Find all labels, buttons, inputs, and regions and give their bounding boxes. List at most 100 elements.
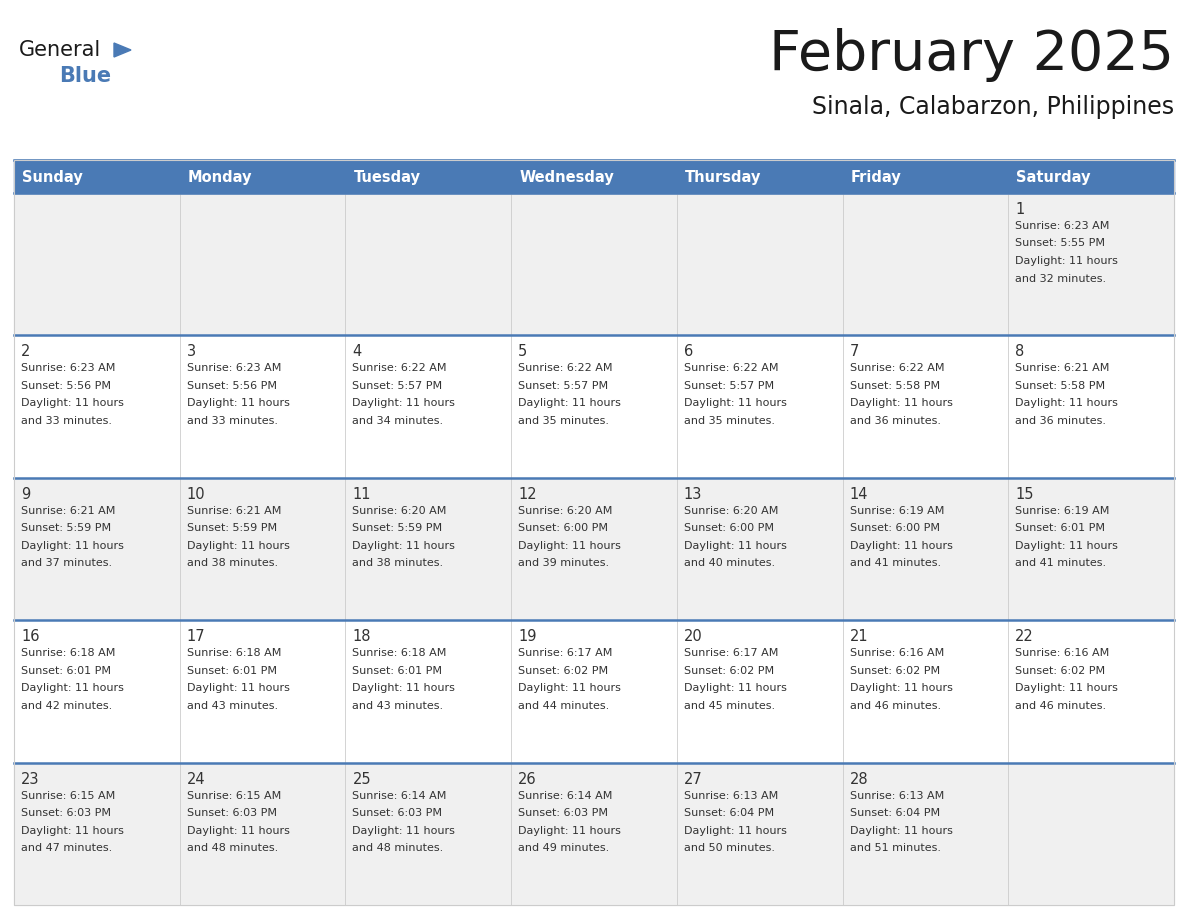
Text: and 40 minutes.: and 40 minutes. (684, 558, 775, 568)
Text: Sunrise: 6:15 AM: Sunrise: 6:15 AM (21, 790, 115, 800)
Text: and 36 minutes.: and 36 minutes. (1016, 416, 1106, 426)
Bar (842, 160, 1009, 193)
Text: Monday: Monday (188, 170, 252, 185)
Text: Sunset: 5:58 PM: Sunset: 5:58 PM (849, 381, 940, 391)
Text: Sunset: 6:01 PM: Sunset: 6:01 PM (21, 666, 110, 676)
Text: Daylight: 11 hours: Daylight: 11 hours (187, 825, 290, 835)
Text: and 46 minutes.: and 46 minutes. (849, 700, 941, 711)
Text: Sunset: 6:02 PM: Sunset: 6:02 PM (518, 666, 608, 676)
Text: 10: 10 (187, 487, 206, 502)
Text: Daylight: 11 hours: Daylight: 11 hours (1016, 683, 1118, 693)
Text: Sunset: 6:01 PM: Sunset: 6:01 PM (353, 666, 442, 676)
Text: Sunset: 6:02 PM: Sunset: 6:02 PM (1016, 666, 1105, 676)
Text: and 32 minutes.: and 32 minutes. (1016, 274, 1106, 284)
Text: Daylight: 11 hours: Daylight: 11 hours (1016, 541, 1118, 551)
Text: Sunset: 6:03 PM: Sunset: 6:03 PM (353, 808, 442, 818)
Text: Sunrise: 6:14 AM: Sunrise: 6:14 AM (353, 790, 447, 800)
Text: and 50 minutes.: and 50 minutes. (684, 843, 775, 853)
Text: Sunrise: 6:23 AM: Sunrise: 6:23 AM (187, 364, 282, 374)
Text: Sunset: 6:04 PM: Sunset: 6:04 PM (849, 808, 940, 818)
Text: General: General (19, 40, 101, 60)
Text: Daylight: 11 hours: Daylight: 11 hours (21, 541, 124, 551)
Text: and 48 minutes.: and 48 minutes. (187, 843, 278, 853)
Text: Sunset: 6:00 PM: Sunset: 6:00 PM (684, 523, 773, 533)
Bar (14, 477, 1174, 621)
Text: Daylight: 11 hours: Daylight: 11 hours (21, 683, 124, 693)
Text: Daylight: 11 hours: Daylight: 11 hours (518, 541, 621, 551)
Text: Sunday: Sunday (23, 170, 83, 185)
Text: Sunrise: 6:20 AM: Sunrise: 6:20 AM (518, 506, 613, 516)
Text: and 35 minutes.: and 35 minutes. (518, 416, 609, 426)
Text: Sunset: 6:01 PM: Sunset: 6:01 PM (187, 666, 277, 676)
Text: Sunrise: 6:13 AM: Sunrise: 6:13 AM (849, 790, 943, 800)
Text: Daylight: 11 hours: Daylight: 11 hours (849, 683, 953, 693)
Text: Sunrise: 6:22 AM: Sunrise: 6:22 AM (518, 364, 613, 374)
Text: and 51 minutes.: and 51 minutes. (849, 843, 941, 853)
Text: and 42 minutes.: and 42 minutes. (21, 700, 112, 711)
Text: Daylight: 11 hours: Daylight: 11 hours (353, 398, 455, 409)
Text: Daylight: 11 hours: Daylight: 11 hours (353, 825, 455, 835)
Text: 28: 28 (849, 772, 868, 787)
Text: and 38 minutes.: and 38 minutes. (353, 558, 443, 568)
Text: Daylight: 11 hours: Daylight: 11 hours (1016, 398, 1118, 409)
Text: Sunset: 6:02 PM: Sunset: 6:02 PM (849, 666, 940, 676)
Polygon shape (114, 43, 131, 57)
Text: Sunset: 5:59 PM: Sunset: 5:59 PM (21, 523, 112, 533)
Text: 21: 21 (849, 629, 868, 644)
Text: and 33 minutes.: and 33 minutes. (187, 416, 278, 426)
Text: Thursday: Thursday (684, 170, 762, 185)
Text: Sunset: 5:55 PM: Sunset: 5:55 PM (1016, 239, 1105, 249)
Text: and 47 minutes.: and 47 minutes. (21, 843, 112, 853)
Text: Sunrise: 6:22 AM: Sunrise: 6:22 AM (684, 364, 778, 374)
Text: 17: 17 (187, 629, 206, 644)
Text: Sunrise: 6:17 AM: Sunrise: 6:17 AM (684, 648, 778, 658)
Text: Sunrise: 6:19 AM: Sunrise: 6:19 AM (1016, 506, 1110, 516)
Text: Sunrise: 6:21 AM: Sunrise: 6:21 AM (187, 506, 282, 516)
Text: Sunset: 5:56 PM: Sunset: 5:56 PM (187, 381, 277, 391)
Text: Sunrise: 6:15 AM: Sunrise: 6:15 AM (187, 790, 282, 800)
Text: Daylight: 11 hours: Daylight: 11 hours (849, 398, 953, 409)
Bar (511, 160, 677, 193)
Bar (179, 160, 346, 193)
Text: Sunrise: 6:21 AM: Sunrise: 6:21 AM (21, 506, 115, 516)
Text: Daylight: 11 hours: Daylight: 11 hours (684, 398, 786, 409)
Bar (1009, 160, 1174, 193)
Bar (346, 160, 511, 193)
Text: 11: 11 (353, 487, 371, 502)
Text: Sunrise: 6:22 AM: Sunrise: 6:22 AM (849, 364, 944, 374)
Text: Sunrise: 6:17 AM: Sunrise: 6:17 AM (518, 648, 613, 658)
Text: Sunrise: 6:19 AM: Sunrise: 6:19 AM (849, 506, 944, 516)
Text: Sinala, Calabarzon, Philippines: Sinala, Calabarzon, Philippines (811, 95, 1174, 119)
Bar (14, 160, 1174, 905)
Text: Daylight: 11 hours: Daylight: 11 hours (353, 541, 455, 551)
Text: and 41 minutes.: and 41 minutes. (1016, 558, 1106, 568)
Text: Sunrise: 6:23 AM: Sunrise: 6:23 AM (1016, 221, 1110, 231)
Text: 1: 1 (1016, 202, 1024, 217)
Text: Sunrise: 6:23 AM: Sunrise: 6:23 AM (21, 364, 115, 374)
Text: Sunset: 6:01 PM: Sunset: 6:01 PM (1016, 523, 1105, 533)
Text: 15: 15 (1016, 487, 1034, 502)
Text: Sunset: 6:02 PM: Sunset: 6:02 PM (684, 666, 775, 676)
Text: 9: 9 (21, 487, 30, 502)
Text: Daylight: 11 hours: Daylight: 11 hours (21, 398, 124, 409)
Text: 8: 8 (1016, 344, 1024, 360)
Text: Daylight: 11 hours: Daylight: 11 hours (1016, 256, 1118, 266)
Text: February 2025: February 2025 (769, 28, 1174, 82)
Text: 25: 25 (353, 772, 371, 787)
Text: Wednesday: Wednesday (519, 170, 614, 185)
Text: Sunset: 6:00 PM: Sunset: 6:00 PM (518, 523, 608, 533)
Text: Friday: Friday (851, 170, 902, 185)
Text: and 44 minutes.: and 44 minutes. (518, 700, 609, 711)
Text: Sunrise: 6:18 AM: Sunrise: 6:18 AM (187, 648, 282, 658)
Text: 27: 27 (684, 772, 702, 787)
Text: Sunset: 6:03 PM: Sunset: 6:03 PM (21, 808, 110, 818)
Text: Sunset: 6:03 PM: Sunset: 6:03 PM (187, 808, 277, 818)
Text: and 36 minutes.: and 36 minutes. (849, 416, 941, 426)
Text: Daylight: 11 hours: Daylight: 11 hours (684, 825, 786, 835)
Text: Sunset: 5:57 PM: Sunset: 5:57 PM (518, 381, 608, 391)
Text: Sunrise: 6:18 AM: Sunrise: 6:18 AM (21, 648, 115, 658)
Text: Sunrise: 6:20 AM: Sunrise: 6:20 AM (353, 506, 447, 516)
Text: Sunset: 6:00 PM: Sunset: 6:00 PM (849, 523, 940, 533)
Text: Daylight: 11 hours: Daylight: 11 hours (849, 825, 953, 835)
Text: Daylight: 11 hours: Daylight: 11 hours (684, 541, 786, 551)
